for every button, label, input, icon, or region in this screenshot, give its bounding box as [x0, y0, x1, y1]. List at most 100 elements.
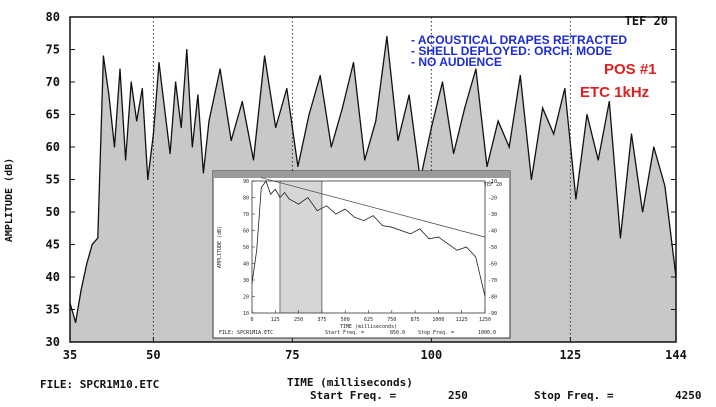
- inset-start-freq-label: Start Freq. =: [325, 330, 364, 336]
- data-point: [202, 172, 204, 174]
- inset-data-point: [260, 187, 262, 189]
- inset-data-point: [428, 238, 430, 240]
- data-point: [158, 61, 160, 64]
- y-tick-label: 70: [46, 75, 60, 89]
- data-point: [86, 263, 88, 265]
- data-point: [91, 243, 93, 246]
- data-point: [297, 165, 299, 168]
- inset-series-line: [251, 180, 486, 297]
- inset-x-tick-label: 375: [317, 317, 326, 323]
- data-point: [136, 120, 138, 122]
- data-point: [642, 211, 644, 213]
- data-point: [530, 178, 533, 181]
- start-freq-label: Start Freq. =: [310, 389, 397, 402]
- data-point: [264, 55, 266, 57]
- inset-y2-tick-label: -60: [488, 262, 497, 268]
- inset-y-tick-label: 60: [243, 229, 249, 235]
- data-point: [475, 68, 477, 70]
- data-point: [191, 146, 193, 148]
- inset-frame: [212, 170, 511, 339]
- data-point: [286, 87, 288, 90]
- data-point: [75, 321, 77, 324]
- inset-y-tick-label: 80: [243, 196, 249, 202]
- inset-data-point: [354, 216, 355, 218]
- inset-data-point: [274, 188, 276, 190]
- inset-data-point: [419, 228, 421, 230]
- data-point: [508, 146, 510, 148]
- data-point: [141, 87, 143, 90]
- data-point: [364, 159, 366, 161]
- data-point: [542, 107, 544, 109]
- inset-x-tick-label: 500: [341, 317, 350, 323]
- inset-stop-freq-value: 1000.0: [478, 330, 496, 336]
- start-freq-value: 250: [448, 389, 468, 402]
- inset-data-point: [391, 226, 393, 228]
- y-tick-label: 75: [46, 43, 60, 57]
- data-point: [186, 48, 188, 51]
- inset-shaded-window: [279, 181, 322, 313]
- x-tick-label: 35: [63, 348, 77, 362]
- inset-x-tick-label: 750: [387, 317, 396, 323]
- inset-y-tick-label: 10: [243, 311, 249, 317]
- inset-x-tick-label: 250: [294, 317, 303, 323]
- data-point: [553, 133, 555, 135]
- inset-y-tick-label: 20: [243, 295, 249, 301]
- data-point: [175, 81, 177, 83]
- inset-data-point: [438, 236, 439, 238]
- data-point: [130, 81, 132, 83]
- data-point: [108, 94, 110, 96]
- data-point: [608, 100, 610, 103]
- annotation-text: - SHELL DEPLOYED: ORCH. MODE: [411, 44, 612, 58]
- y-tick-label: 80: [46, 10, 60, 24]
- inset-data-point: [382, 225, 383, 227]
- inset-x-tick-label: 1125: [456, 317, 468, 323]
- data-point: [497, 120, 499, 122]
- inset-y2-tick-label: -70: [488, 278, 497, 284]
- data-point: [102, 55, 104, 57]
- inset-y-axis-label: AMPLITUDE (dB): [217, 226, 223, 268]
- x-tick-label: 125: [560, 348, 582, 362]
- inset-data-point: [288, 198, 290, 200]
- y-tick-label: 35: [46, 303, 60, 317]
- file-name: FILE: SPCR1M10.ETC: [40, 378, 160, 391]
- data-point: [163, 107, 166, 109]
- inset-x-tick-label: 125: [271, 317, 280, 323]
- data-point: [219, 68, 221, 70]
- data-point: [630, 133, 633, 135]
- inset-data-point: [372, 215, 374, 217]
- inset-x-tick-label: 0: [250, 317, 253, 323]
- inset-plot-frame: [251, 180, 486, 314]
- data-point: [486, 165, 488, 168]
- data-point: [169, 152, 171, 155]
- inset-brand-label: TEF 20: [484, 182, 502, 188]
- x-axis-label: TIME (milliseconds): [287, 376, 413, 389]
- y-tick-label: 50: [46, 205, 60, 219]
- data-point: [208, 120, 210, 122]
- inset-data-point: [270, 193, 271, 195]
- data-point: [241, 100, 243, 103]
- inset-y2-tick-label: -30: [488, 212, 497, 218]
- y-tick-label: 65: [46, 108, 60, 122]
- inset-y-tick-label: 30: [243, 278, 249, 284]
- inset-data-point: [447, 243, 449, 245]
- inset-x-tick-label: 1250: [479, 317, 491, 323]
- data-point: [275, 126, 277, 129]
- inset-data-point: [400, 230, 402, 231]
- data-point: [375, 120, 377, 122]
- inset-x-axis-label: TIME (milliseconds): [340, 324, 397, 330]
- x-tick-label: 100: [421, 348, 443, 362]
- inset-data-point: [466, 246, 467, 248]
- data-point: [80, 289, 82, 291]
- inset-decay-line: [261, 177, 486, 238]
- y-tick-label: 30: [46, 335, 60, 349]
- inset-data-point: [344, 208, 346, 210]
- data-point: [230, 139, 232, 142]
- data-point: [330, 146, 332, 148]
- data-point: [308, 113, 310, 116]
- inset-x-tick-label: 625: [364, 317, 373, 323]
- data-point: [119, 68, 121, 70]
- inset-y2-tick-label: -10: [488, 179, 497, 185]
- data-point: [408, 94, 410, 96]
- data-point: [113, 146, 116, 148]
